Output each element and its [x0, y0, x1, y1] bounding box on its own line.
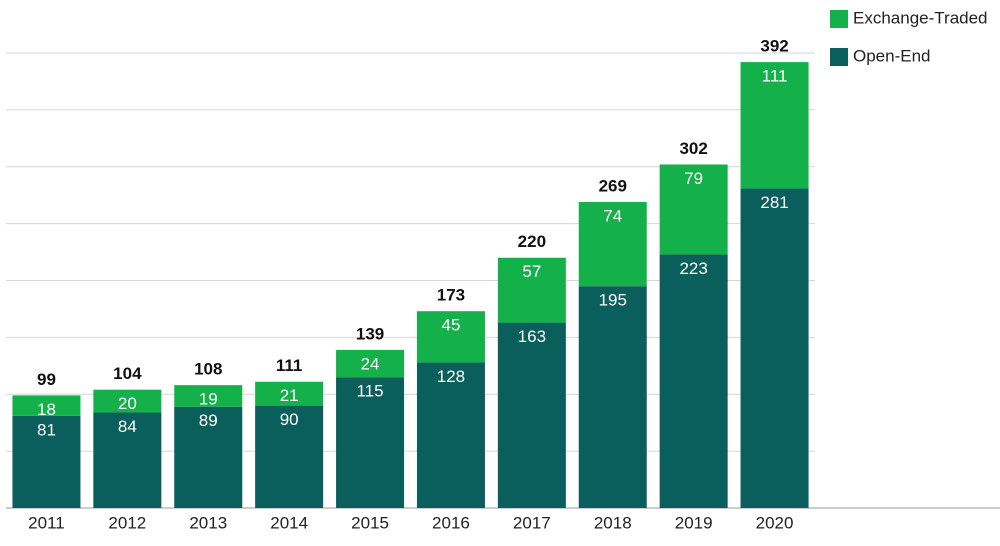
- x-tick-label: 2018: [594, 513, 632, 532]
- segment-label: 21: [280, 386, 299, 405]
- segment-label: 81: [37, 420, 56, 439]
- total-label: 392: [760, 37, 788, 56]
- bar-segment: [578, 286, 647, 508]
- x-tick-label: 2019: [675, 513, 713, 532]
- legend-label: Exchange-Traded: [853, 8, 988, 27]
- segment-label: 18: [37, 400, 56, 419]
- segment-label: 195: [599, 291, 627, 310]
- segment-label: 57: [522, 262, 541, 281]
- x-tick-label: 2014: [270, 513, 308, 532]
- bar-segment: [416, 362, 485, 508]
- bar-segment: [12, 395, 81, 416]
- segment-label: 79: [684, 169, 703, 188]
- bar-segment: [93, 389, 162, 413]
- segment-label: 19: [199, 390, 218, 409]
- segment-label: 45: [441, 316, 460, 335]
- segment-label: 281: [760, 193, 788, 212]
- x-tick-label: 2020: [756, 513, 794, 532]
- segment-label: 74: [603, 206, 622, 225]
- segment-label: 89: [199, 411, 218, 430]
- legend-label: Open-End: [853, 46, 931, 65]
- bar-segment: [255, 381, 324, 406]
- bar-segment: [336, 377, 405, 508]
- total-label: 302: [679, 139, 707, 158]
- segment-label: 90: [280, 410, 299, 429]
- bar-segment: [12, 415, 81, 508]
- bar-segment: [174, 385, 243, 407]
- segment-label: 223: [679, 259, 707, 278]
- total-label: 139: [356, 324, 384, 343]
- total-label: 111: [276, 356, 303, 375]
- segment-label: 20: [118, 394, 137, 413]
- total-label: 220: [518, 232, 546, 251]
- legend-swatch: [830, 10, 848, 28]
- legend-swatch: [830, 48, 848, 66]
- bar-segment: [255, 405, 324, 508]
- total-label: 108: [194, 360, 222, 379]
- segment-label: 115: [356, 382, 383, 401]
- bar-segment: [336, 349, 405, 378]
- bar-segment: [93, 412, 162, 508]
- total-label: 173: [437, 286, 465, 305]
- segment-label: 24: [361, 354, 380, 373]
- bar-segment: [416, 311, 485, 363]
- bar-segment: [659, 164, 728, 255]
- bar-segment: [740, 62, 809, 189]
- bar-segment: [659, 254, 728, 508]
- bar-segment: [497, 257, 566, 323]
- x-tick-label: 2013: [189, 513, 227, 532]
- segment-label: 163: [518, 327, 546, 346]
- segment-label: 111: [762, 67, 788, 86]
- bar-segment: [578, 202, 647, 287]
- segment-label: 128: [437, 367, 465, 386]
- total-label: 269: [599, 176, 627, 195]
- total-label: 104: [113, 364, 142, 383]
- bar-segment: [497, 322, 566, 508]
- x-tick-label: 2015: [351, 513, 389, 532]
- total-label: 99: [37, 370, 56, 389]
- bar-segment: [740, 188, 809, 509]
- x-tick-label: 2011: [28, 513, 65, 532]
- bar-segment: [174, 406, 243, 508]
- x-tick-label: 2017: [513, 513, 551, 532]
- x-tick-label: 2012: [108, 513, 146, 532]
- segment-label: 84: [118, 417, 137, 436]
- x-tick-label: 2016: [432, 513, 470, 532]
